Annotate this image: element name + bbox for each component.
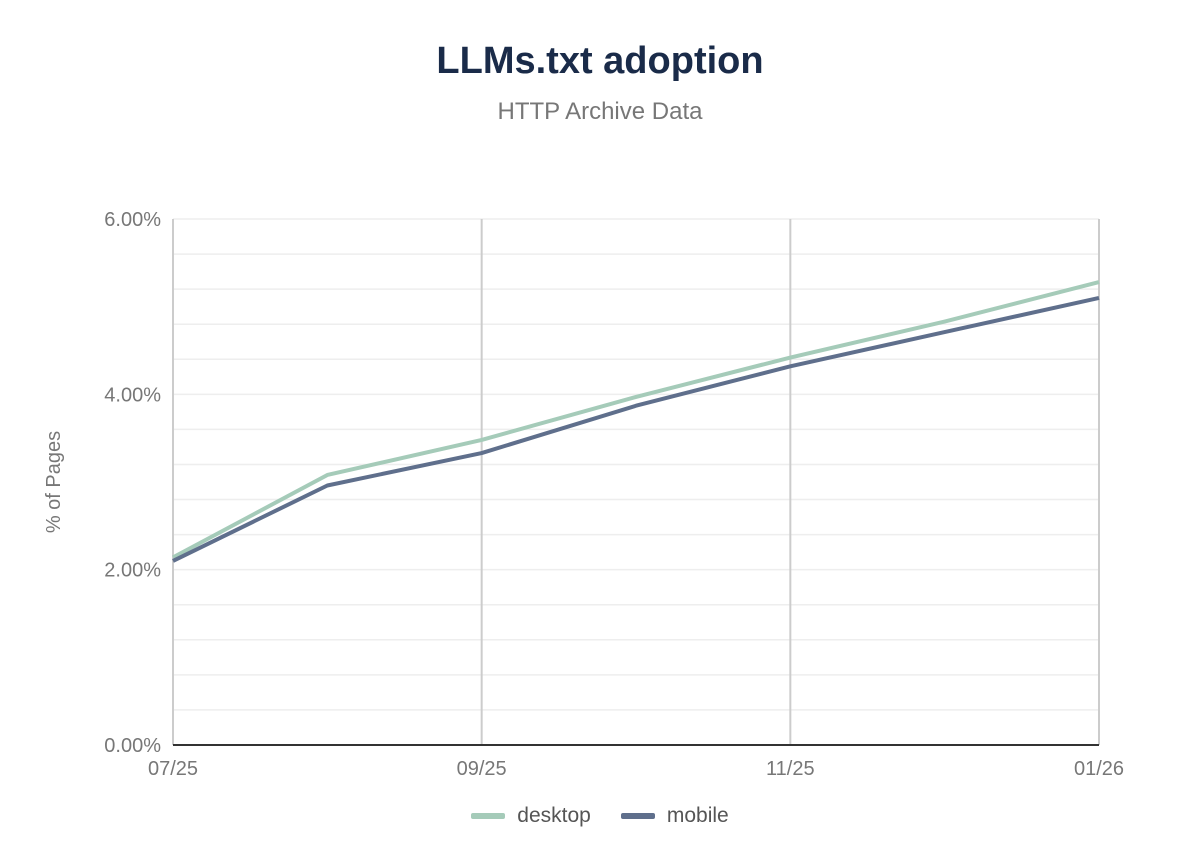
series-line-desktop: [172, 280, 1100, 560]
legend-label: mobile: [666, 804, 729, 827]
legend-item-desktop[interactable]: desktop: [471, 804, 591, 828]
y-tick-label: 6.00%: [104, 209, 161, 231]
series-line-mobile: [172, 295, 1100, 563]
legend-swatch-desktop: [471, 813, 506, 819]
x-tick-label: 09/25: [457, 758, 507, 780]
y-tick-label: 2.00%: [104, 560, 161, 582]
legend-swatch-mobile: [620, 813, 655, 819]
x-tick-label: 01/26: [1074, 758, 1124, 780]
y-tick-label: 0.00%: [104, 735, 161, 757]
x-tick-label: 11/25: [766, 758, 815, 780]
x-tick-label: 07/25: [148, 758, 198, 780]
legend: desktop mobile: [0, 804, 1200, 828]
legend-item-mobile[interactable]: mobile: [620, 804, 729, 828]
legend-label: desktop: [517, 804, 591, 827]
chart-title: LLMs.txt adoption: [436, 40, 764, 82]
y-tick-label: 4.00%: [104, 384, 161, 406]
chart-subtitle: HTTP Archive Data: [497, 98, 703, 125]
y-axis-label: % of Pages: [43, 431, 65, 533]
